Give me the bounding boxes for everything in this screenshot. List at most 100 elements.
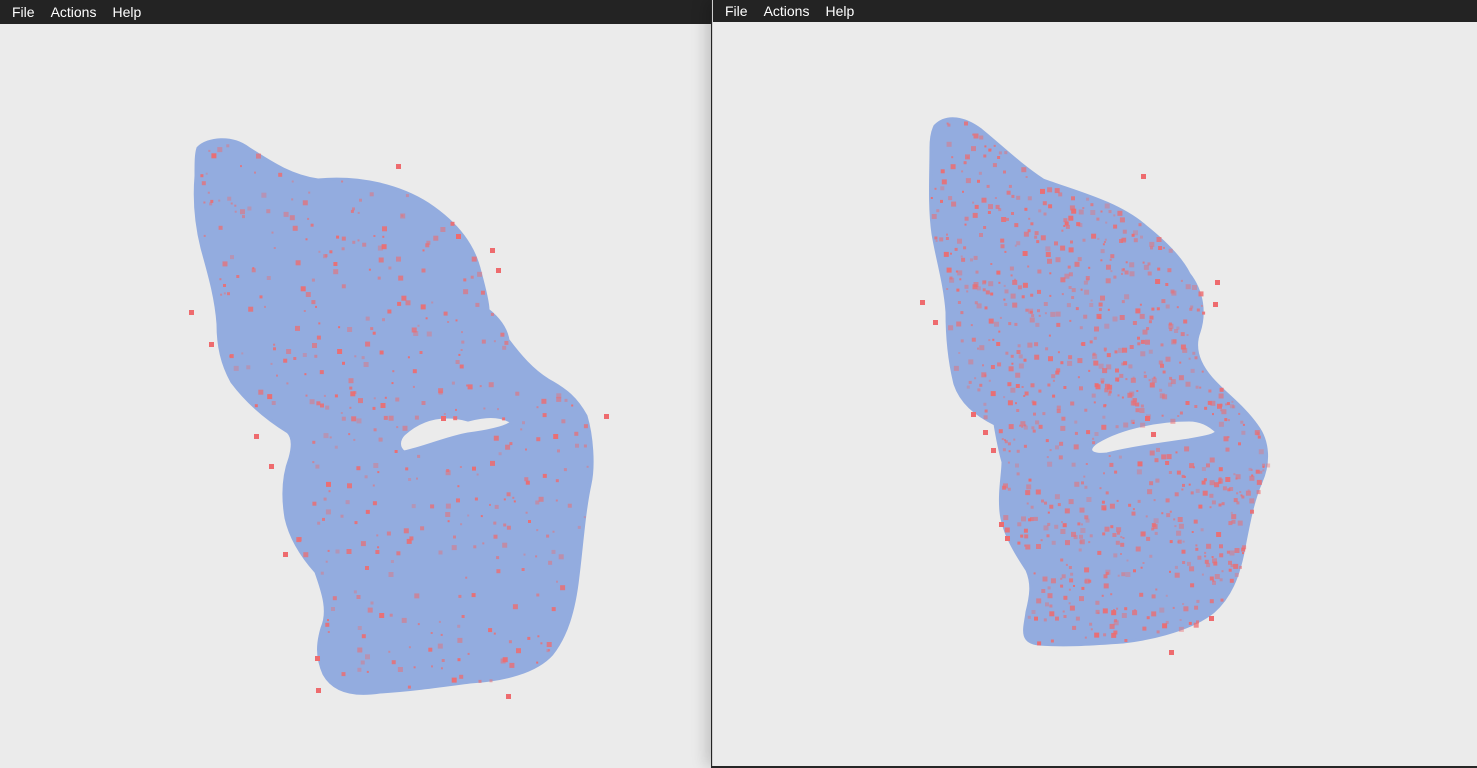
highlight-point — [1047, 383, 1051, 387]
highlight-point — [482, 542, 485, 545]
highlight-point — [307, 217, 310, 220]
highlight-point — [1229, 487, 1234, 491]
scatter-plot[interactable] — [0, 24, 711, 768]
highlight-point — [1176, 470, 1181, 475]
highlight-point — [987, 211, 991, 214]
highlight-point — [472, 466, 476, 471]
menu-help[interactable]: Help — [825, 3, 855, 19]
menu-actions[interactable]: Actions — [50, 4, 97, 20]
highlight-point — [1220, 409, 1222, 412]
highlight-point — [222, 261, 228, 267]
highlight-point — [939, 237, 944, 242]
highlight-point — [1004, 439, 1006, 442]
highlight-point — [1067, 265, 1071, 269]
highlight-point — [1049, 504, 1054, 509]
highlight-point — [977, 179, 980, 183]
highlight-point — [203, 234, 206, 237]
highlight-point — [365, 654, 370, 660]
highlight-point — [935, 239, 938, 242]
highlight-point — [377, 546, 380, 549]
highlight-point — [295, 260, 301, 266]
menu-actions[interactable]: Actions — [763, 3, 810, 19]
plot-canvas[interactable] — [0, 24, 711, 768]
highlight-point — [524, 477, 529, 482]
plot-canvas[interactable] — [713, 22, 1477, 766]
highlight-point — [1206, 543, 1212, 549]
highlight-point — [1202, 490, 1208, 496]
highlight-point — [1158, 360, 1163, 365]
highlight-point — [1094, 432, 1099, 436]
highlight-point — [1181, 549, 1186, 554]
highlight-point — [1129, 262, 1135, 268]
highlight-point — [1091, 233, 1097, 239]
highlight-point — [1210, 400, 1216, 406]
highlight-point — [1102, 368, 1108, 374]
highlight-point — [291, 198, 294, 201]
highlight-point — [951, 156, 954, 159]
highlight-point — [1183, 606, 1189, 612]
highlight-point — [1082, 207, 1085, 209]
highlight-point — [489, 503, 491, 506]
highlight-point — [1218, 480, 1222, 484]
highlight-point — [459, 364, 464, 369]
highlight-point — [1159, 607, 1165, 613]
highlight-point — [1023, 395, 1026, 397]
highlight-point — [561, 419, 566, 424]
highlight-point — [357, 626, 362, 630]
highlight-point — [1003, 298, 1006, 301]
highlight-point — [1008, 322, 1012, 326]
highlight-point — [473, 545, 477, 549]
highlight-point — [1149, 450, 1155, 456]
highlight-point — [1136, 469, 1142, 475]
highlight-point — [230, 255, 234, 260]
highlight-point — [536, 529, 539, 532]
menu-file[interactable]: File — [725, 3, 748, 19]
highlight-point — [1043, 618, 1047, 622]
highlight-point — [1180, 332, 1185, 337]
highlight-point — [1162, 246, 1165, 249]
highlight-point — [316, 335, 321, 340]
highlight-point — [1226, 402, 1230, 406]
highlight-point — [1182, 347, 1188, 353]
highlight-point — [1071, 196, 1075, 201]
highlight-point — [1156, 307, 1160, 311]
highlight-point — [1098, 363, 1104, 369]
highlight-point — [1000, 238, 1005, 243]
highlight-point — [422, 249, 425, 252]
highlight-point — [438, 388, 444, 394]
highlight-point — [417, 324, 420, 327]
highlight-point — [1113, 214, 1116, 217]
highlight-point — [556, 580, 558, 583]
highlight-point — [1133, 398, 1137, 403]
highlight-point — [1079, 507, 1085, 513]
highlight-point — [1115, 425, 1119, 429]
highlight-point — [965, 178, 971, 184]
highlight-point — [465, 576, 468, 579]
highlight-point — [553, 434, 559, 439]
outlier-point — [1215, 280, 1220, 285]
highlight-point — [236, 275, 240, 278]
highlight-point — [972, 212, 978, 218]
menu-file[interactable]: File — [12, 4, 35, 20]
outlier-point — [604, 414, 609, 419]
scatter-plot[interactable] — [713, 22, 1477, 766]
highlight-point — [1132, 422, 1135, 424]
highlight-point — [341, 180, 344, 183]
highlight-point — [1032, 429, 1036, 433]
highlight-point — [334, 445, 338, 449]
highlight-point — [498, 452, 502, 456]
highlight-point — [983, 226, 987, 229]
highlight-point — [1153, 376, 1156, 379]
highlight-point — [348, 378, 354, 384]
highlight-point — [1038, 209, 1042, 213]
highlight-point — [1209, 599, 1214, 604]
highlight-point — [379, 350, 384, 355]
highlight-point — [1227, 488, 1231, 492]
highlight-point — [1036, 544, 1041, 549]
highlight-point — [1008, 424, 1014, 430]
highlight-point — [420, 526, 425, 531]
menu-help[interactable]: Help — [112, 4, 142, 20]
highlight-point — [461, 615, 465, 618]
highlight-point — [512, 496, 515, 499]
highlight-point — [1085, 518, 1090, 523]
